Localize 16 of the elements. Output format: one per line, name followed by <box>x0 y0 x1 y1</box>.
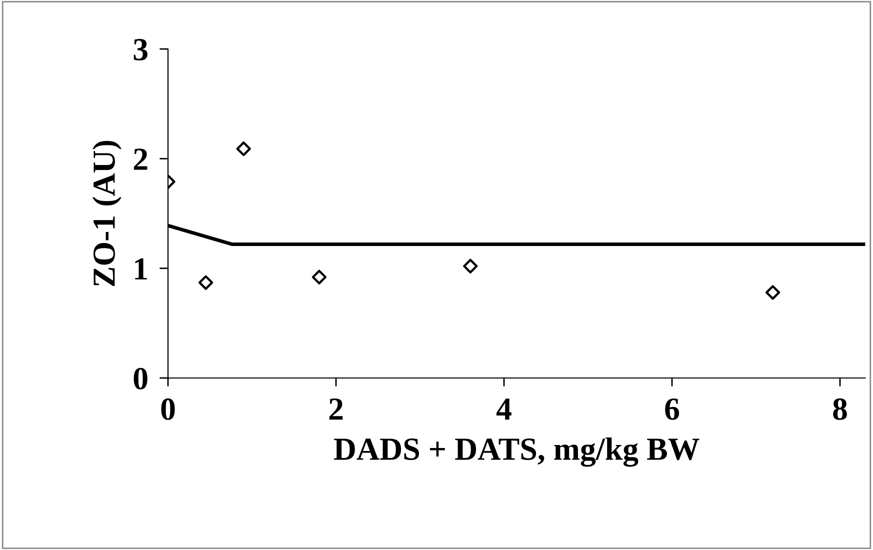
x-tick-label: 4 <box>496 398 512 420</box>
x-axis-title: DADS + DATS, mg/kg BW <box>334 438 700 467</box>
x-tick-label: 0 <box>161 398 175 420</box>
x-tick-label: 6 <box>665 398 680 420</box>
y-tick-label: 2 <box>134 148 148 170</box>
point <box>312 270 327 284</box>
y-axis-title: ZO-1 (AU) <box>92 140 122 286</box>
x-tick-label: 8 <box>833 398 847 420</box>
y-tick-label: 0 <box>134 368 148 390</box>
point <box>463 258 478 274</box>
point <box>236 141 251 156</box>
x-tick-label: 2 <box>329 398 343 420</box>
y-tick-label: 1 <box>135 258 147 280</box>
point <box>198 275 214 290</box>
point <box>765 285 780 300</box>
y-tick-label: 3 <box>134 38 148 60</box>
